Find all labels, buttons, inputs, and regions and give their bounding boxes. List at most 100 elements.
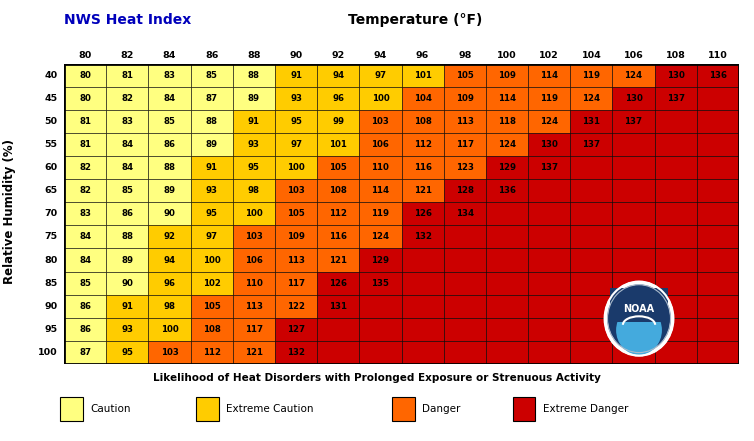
Text: 112: 112 <box>329 209 348 218</box>
Bar <box>486 318 528 341</box>
Text: 113: 113 <box>287 255 305 265</box>
Text: 100: 100 <box>38 348 58 357</box>
Text: 101: 101 <box>329 140 347 149</box>
Bar <box>191 133 233 156</box>
Bar <box>443 225 486 248</box>
Bar <box>360 64 401 87</box>
Text: 65: 65 <box>44 186 58 195</box>
Text: 129: 129 <box>498 163 516 172</box>
Text: 87: 87 <box>206 94 218 103</box>
Bar <box>612 272 654 295</box>
Text: 80: 80 <box>79 71 91 80</box>
Text: 103: 103 <box>161 348 179 357</box>
Bar <box>443 341 486 364</box>
Text: 105: 105 <box>329 163 347 172</box>
Text: 130: 130 <box>540 140 558 149</box>
Text: 110: 110 <box>372 163 389 172</box>
Text: 124: 124 <box>372 232 390 242</box>
Text: 102: 102 <box>203 279 221 288</box>
Bar <box>233 248 275 272</box>
Bar <box>317 272 360 295</box>
Bar <box>443 295 486 318</box>
Text: 98: 98 <box>164 302 176 310</box>
Bar <box>654 248 697 272</box>
Text: 100: 100 <box>497 52 516 60</box>
Bar <box>612 133 654 156</box>
Text: 82: 82 <box>121 52 134 60</box>
Bar <box>106 318 149 341</box>
Bar <box>106 202 149 225</box>
Text: 96: 96 <box>164 279 176 288</box>
Bar <box>401 179 443 202</box>
Text: 81: 81 <box>79 140 91 149</box>
Bar <box>612 248 654 272</box>
Bar <box>106 87 149 110</box>
Bar <box>149 179 191 202</box>
Bar <box>233 318 275 341</box>
Text: 122: 122 <box>287 302 305 310</box>
Text: 88: 88 <box>248 71 260 80</box>
Bar <box>654 156 697 179</box>
Text: 117: 117 <box>455 140 474 149</box>
Text: 89: 89 <box>164 186 176 195</box>
Text: 98: 98 <box>248 186 260 195</box>
Text: 99: 99 <box>333 117 345 126</box>
Bar <box>106 225 149 248</box>
Text: 84: 84 <box>164 94 176 103</box>
Text: 75: 75 <box>44 232 58 242</box>
Bar <box>612 110 654 133</box>
Text: 86: 86 <box>164 140 176 149</box>
Text: 82: 82 <box>79 163 91 172</box>
Bar <box>570 202 612 225</box>
Bar <box>697 248 739 272</box>
Bar <box>106 64 149 87</box>
Bar <box>64 110 106 133</box>
Text: 108: 108 <box>414 117 431 126</box>
Bar <box>654 64 697 87</box>
Text: Extreme Danger: Extreme Danger <box>543 404 628 414</box>
Bar <box>360 110 401 133</box>
Bar <box>697 87 739 110</box>
Bar <box>654 202 697 225</box>
Text: NWS Heat Index: NWS Heat Index <box>64 13 192 27</box>
Text: 100: 100 <box>372 94 389 103</box>
Text: 116: 116 <box>329 232 348 242</box>
Text: 124: 124 <box>540 117 558 126</box>
Bar <box>233 133 275 156</box>
Text: 136: 136 <box>498 186 516 195</box>
Bar <box>360 341 401 364</box>
Bar <box>443 248 486 272</box>
Bar <box>106 248 149 272</box>
Text: 119: 119 <box>372 209 389 218</box>
Bar <box>570 133 612 156</box>
Bar <box>191 295 233 318</box>
Text: 85: 85 <box>121 186 133 195</box>
Text: 105: 105 <box>203 302 221 310</box>
Bar <box>64 64 106 87</box>
Text: 104: 104 <box>414 94 431 103</box>
Text: 114: 114 <box>540 71 558 80</box>
Text: 100: 100 <box>161 325 179 334</box>
Text: 105: 105 <box>287 209 305 218</box>
Bar <box>149 202 191 225</box>
Bar <box>612 156 654 179</box>
Bar <box>64 295 106 318</box>
Text: NOAA: NOAA <box>624 304 654 314</box>
Bar <box>233 156 275 179</box>
Bar <box>191 248 233 272</box>
Text: 100: 100 <box>245 209 262 218</box>
Bar <box>149 318 191 341</box>
Bar <box>654 318 697 341</box>
Bar <box>317 225 360 248</box>
Bar <box>528 156 570 179</box>
Bar <box>360 248 401 272</box>
Text: 137: 137 <box>624 117 642 126</box>
Bar <box>486 295 528 318</box>
Bar <box>317 341 360 364</box>
Text: 40: 40 <box>44 71 58 80</box>
Bar <box>64 87 106 110</box>
Text: 89: 89 <box>248 94 260 103</box>
Bar <box>486 179 528 202</box>
Text: Caution: Caution <box>90 404 131 414</box>
Bar <box>401 318 443 341</box>
